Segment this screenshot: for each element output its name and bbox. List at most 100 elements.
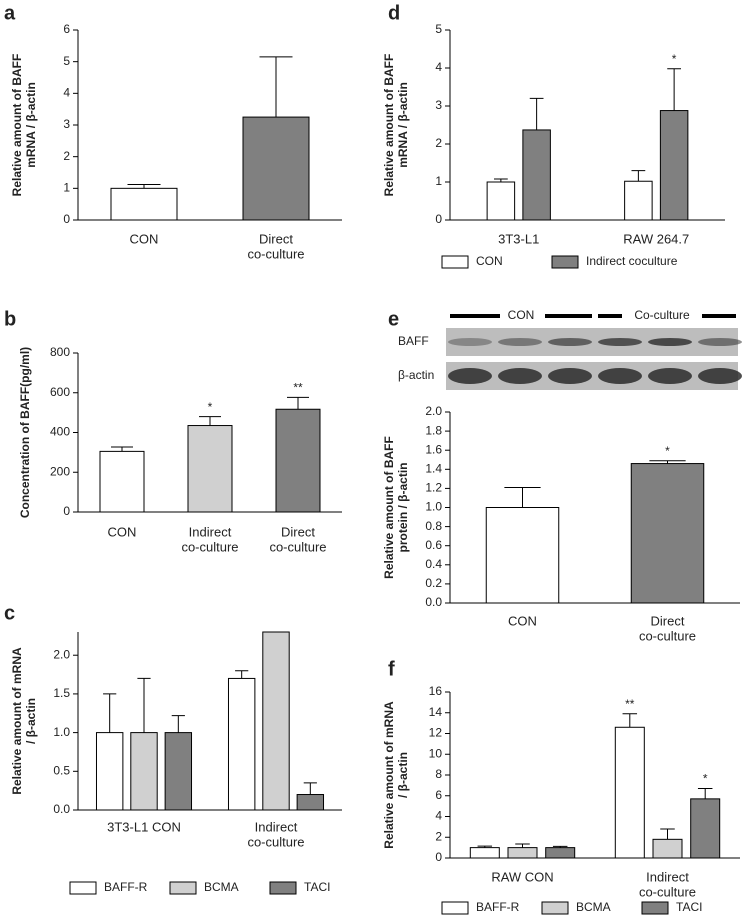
y-tick-label: 2 (435, 136, 442, 150)
y-axis-label: protein / β-actin (396, 463, 410, 553)
y-tick-label: 2 (435, 829, 442, 843)
blot-band (698, 338, 742, 346)
error-bar (303, 782, 317, 795)
y-tick-label: 1.0 (425, 500, 442, 514)
bar (507, 847, 538, 859)
bar (486, 181, 516, 221)
blot-band (448, 338, 492, 346)
significance-mark: * (703, 772, 708, 786)
bar (130, 732, 158, 811)
blot-band (548, 368, 592, 384)
error-bar (631, 170, 646, 182)
y-axis-label: Relative amount of BAFF (10, 54, 24, 197)
error-bar (259, 56, 293, 118)
bar (99, 450, 145, 513)
significance-mark: * (665, 444, 670, 458)
y-axis-label: / β-actin (24, 698, 38, 744)
error-bar (137, 677, 151, 733)
y-tick-label: 0.0 (53, 802, 70, 816)
x-tick-label: Indirect (189, 524, 232, 539)
panel-letter: d (388, 2, 400, 24)
x-tick-label: Indirect (255, 819, 298, 834)
bar (652, 838, 683, 859)
legend-swatch (441, 255, 469, 269)
error-bar (171, 715, 185, 733)
error-bar (697, 787, 713, 799)
y-tick-label: 1 (435, 174, 442, 188)
y-tick-label: 200 (50, 464, 70, 478)
error-bar (494, 178, 508, 182)
y-tick-label: 2 (63, 149, 70, 163)
y-tick-label: 0 (63, 212, 70, 226)
legend-swatch (441, 901, 469, 915)
x-tick-label: Direct (281, 524, 315, 539)
blot-row-label: BAFF (398, 334, 429, 348)
legend-label: CON (476, 254, 503, 268)
y-tick-label: 8 (435, 767, 442, 781)
error-bar (515, 843, 530, 848)
y-tick-label: 6 (435, 788, 442, 802)
bar (485, 507, 560, 604)
x-tick-label: Direct (651, 613, 685, 628)
y-tick-label: 3 (435, 98, 442, 112)
error-bar (111, 446, 133, 452)
blot-band (698, 368, 742, 384)
x-tick-label: co-culture (639, 628, 696, 643)
y-axis-label: / β-actin (396, 752, 410, 798)
y-tick-label: 0 (435, 212, 442, 226)
x-tick-label: CON (508, 613, 537, 628)
x-tick-label: Indirect (646, 869, 689, 884)
bar (296, 794, 325, 811)
blot-band (648, 368, 692, 384)
y-tick-label: 400 (50, 425, 70, 439)
x-tick-label: 3T3-L1 CON (107, 819, 181, 834)
legend-label: BCMA (204, 880, 239, 894)
y-axis-label: Relative amount of BAFF (382, 436, 396, 579)
bar (275, 408, 321, 513)
y-tick-label: 1.2 (425, 481, 442, 495)
y-tick-label: 1.0 (53, 725, 70, 739)
legend-swatch (169, 881, 197, 895)
y-tick-label: 4 (435, 809, 442, 823)
bar (227, 677, 256, 811)
bar (95, 732, 124, 811)
bar (242, 116, 310, 221)
y-tick-label: 12 (429, 726, 443, 740)
y-tick-label: 2.0 (53, 647, 70, 661)
error-bar (127, 184, 161, 189)
legend-label: TACI (304, 880, 330, 894)
bar (110, 187, 178, 221)
x-tick-label: co-culture (181, 539, 238, 554)
error-bar (103, 693, 117, 733)
legend-label: BAFF-R (104, 880, 148, 894)
y-tick-label: 5 (63, 54, 70, 68)
bar (164, 732, 193, 811)
y-axis-label: Relative amount of BAFF (382, 54, 396, 197)
error-bar (667, 68, 681, 111)
y-tick-label: 14 (429, 705, 443, 719)
blot-row-label: β-actin (398, 368, 434, 382)
x-tick-label: co-culture (269, 539, 326, 554)
significance-mark: ** (625, 697, 635, 711)
legend-swatch (269, 881, 297, 895)
y-tick-label: 600 (50, 385, 70, 399)
blot-group-label: Co-culture (634, 308, 690, 322)
y-tick-label: 0 (63, 504, 70, 518)
legend-swatch (541, 901, 569, 915)
y-tick-label: 1.5 (53, 686, 70, 700)
y-axis-label: Concentration of BAFF(pg/ml) (18, 347, 32, 518)
blot-group-label: CON (508, 308, 535, 322)
error-bar (287, 396, 309, 410)
error-bar (622, 713, 638, 728)
y-tick-label: 1.6 (425, 442, 442, 456)
blot-band (498, 368, 542, 384)
blot-band (498, 338, 542, 346)
y-tick-label: 1.4 (425, 461, 442, 475)
bar (262, 631, 290, 811)
y-axis-label: Relative amount of mRNA (10, 647, 24, 795)
y-tick-label: 0.5 (53, 763, 70, 777)
panel-letter: e (388, 308, 399, 330)
error-bar (529, 97, 544, 130)
y-tick-label: 3 (63, 117, 70, 131)
y-tick-label: 2.0 (425, 404, 442, 418)
